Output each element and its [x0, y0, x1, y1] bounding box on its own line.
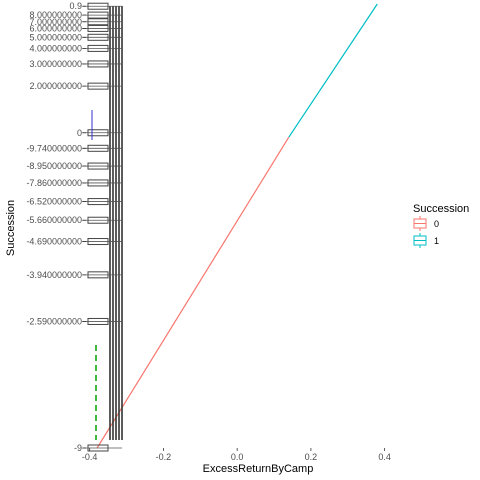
y-tick-label: 5.000000000 — [29, 32, 82, 42]
legend: Succession 0 1 — [413, 203, 469, 248]
series-line-1 — [288, 3, 378, 138]
y-tick-label: 0.9 — [69, 1, 82, 11]
y-axis-ticks: 0.98.0000000007.0000000006.0000000005.00… — [26, 1, 86, 453]
plot-area — [96, 3, 378, 449]
y-tick-label: -7.860000000 — [26, 178, 82, 188]
x-axis-title: ExcessReturnByCamp — [203, 463, 314, 475]
boxplot-clutter — [82, 2, 123, 452]
legend-label: 0 — [434, 219, 439, 229]
y-tick-label: 4.000000000 — [29, 43, 82, 53]
y-tick-label: -3.940000000 — [26, 270, 82, 280]
x-axis-ticks: -0.4 -0.2 0.0 0.2 0.4 — [82, 448, 391, 462]
legend-item-1: 1 — [413, 233, 439, 248]
y-tick-label: -8.950000000 — [26, 161, 82, 171]
x-tick-label: 0.0 — [231, 452, 244, 462]
x-tick-label: -0.4 — [82, 452, 98, 462]
y-tick-label: -6.520000000 — [26, 197, 82, 207]
y-tick-label: -9 — [74, 443, 82, 453]
legend-title: Succession — [413, 203, 469, 215]
y-tick-label: 0 — [77, 128, 82, 138]
x-tick-label: 0.4 — [378, 452, 391, 462]
x-tick-label: 0.2 — [305, 452, 318, 462]
x-tick-label: -0.2 — [156, 452, 172, 462]
y-tick-label: -2.590000000 — [26, 316, 82, 326]
y-tick-label: 2.000000000 — [29, 81, 82, 91]
y-tick-label: 8.000000000 — [29, 10, 82, 20]
y-tick-label: -5.660000000 — [26, 215, 82, 225]
y-axis-title: Succession — [5, 200, 17, 256]
legend-item-0: 0 — [413, 216, 439, 231]
y-tick-label: 3.000000000 — [29, 59, 82, 69]
y-tick-label: 7.000000000 — [29, 17, 82, 27]
y-tick-label: -9.740000000 — [26, 143, 82, 153]
legend-label: 1 — [434, 236, 439, 246]
series-line-0 — [96, 136, 290, 449]
y-tick-label: -4.690000000 — [26, 237, 82, 247]
y-tick-label: 6.000000000 — [29, 23, 82, 33]
